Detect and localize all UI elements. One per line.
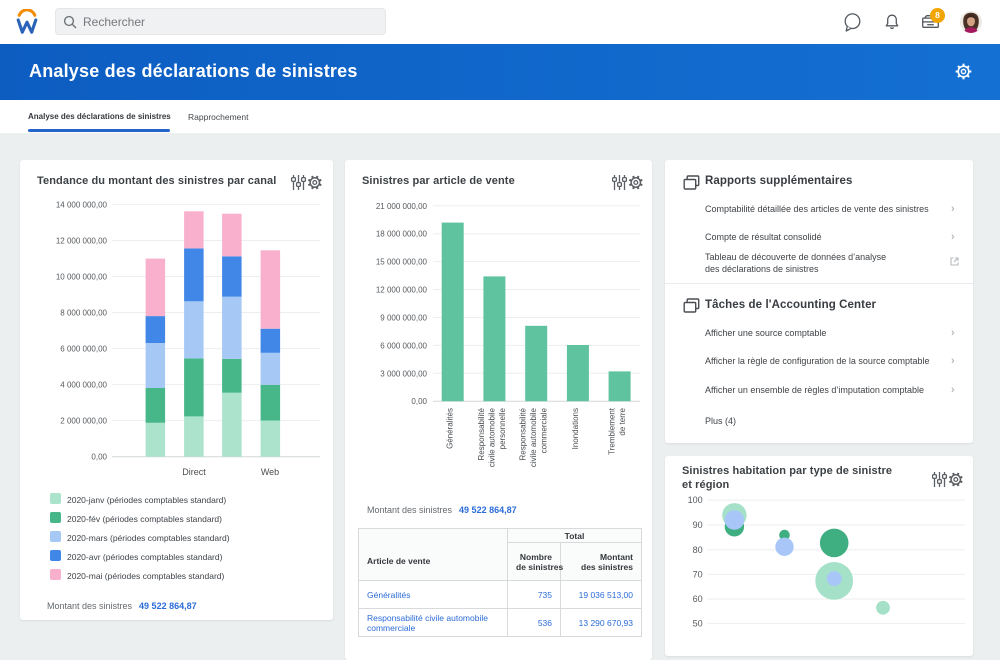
svg-text:commerciale: commerciale bbox=[540, 407, 549, 453]
svg-text:60: 60 bbox=[693, 594, 703, 604]
svg-text:personnelle: personnelle bbox=[498, 407, 507, 449]
svg-text:Tremblement: Tremblement bbox=[607, 407, 616, 455]
svg-text:18 000 000,00: 18 000 000,00 bbox=[376, 230, 428, 239]
svg-text:9 000 000,00: 9 000 000,00 bbox=[380, 313, 427, 322]
svg-text:Web: Web bbox=[261, 467, 279, 477]
svg-text:3 000 000,00: 3 000 000,00 bbox=[380, 369, 427, 378]
svg-text:21 000 000,00: 21 000 000,00 bbox=[376, 202, 428, 211]
svg-text:100: 100 bbox=[688, 495, 703, 505]
svg-text:Inondations: Inondations bbox=[571, 408, 580, 449]
svg-text:Direct: Direct bbox=[182, 467, 206, 477]
svg-text:Responsabilité: Responsabilité bbox=[519, 407, 528, 460]
svg-text:civile automobile: civile automobile bbox=[529, 407, 538, 467]
svg-text:2 000 000,00: 2 000 000,00 bbox=[60, 417, 107, 426]
svg-text:0,00: 0,00 bbox=[411, 397, 427, 406]
svg-text:10 000 000,00: 10 000 000,00 bbox=[56, 272, 108, 281]
svg-text:70: 70 bbox=[693, 569, 703, 579]
svg-text:50: 50 bbox=[693, 618, 703, 628]
svg-text:4 000 000,00: 4 000 000,00 bbox=[60, 381, 107, 390]
svg-text:civile automobile: civile automobile bbox=[487, 407, 496, 467]
svg-text:90: 90 bbox=[693, 520, 703, 530]
svg-text:12 000 000,00: 12 000 000,00 bbox=[56, 236, 108, 245]
svg-text:6 000 000,00: 6 000 000,00 bbox=[60, 345, 107, 354]
svg-text:6 000 000,00: 6 000 000,00 bbox=[380, 341, 427, 350]
svg-text:Responsabilité: Responsabilité bbox=[477, 407, 486, 460]
svg-text:12 000 000,00: 12 000 000,00 bbox=[376, 286, 428, 295]
svg-text:0,00: 0,00 bbox=[91, 453, 107, 462]
svg-text:Généralités: Généralités bbox=[446, 408, 455, 449]
svg-text:80: 80 bbox=[693, 545, 703, 555]
svg-text:14 000 000,00: 14 000 000,00 bbox=[56, 200, 108, 209]
svg-text:de terre: de terre bbox=[618, 407, 627, 435]
svg-text:15 000 000,00: 15 000 000,00 bbox=[376, 258, 428, 267]
svg-text:8 000 000,00: 8 000 000,00 bbox=[60, 309, 107, 318]
